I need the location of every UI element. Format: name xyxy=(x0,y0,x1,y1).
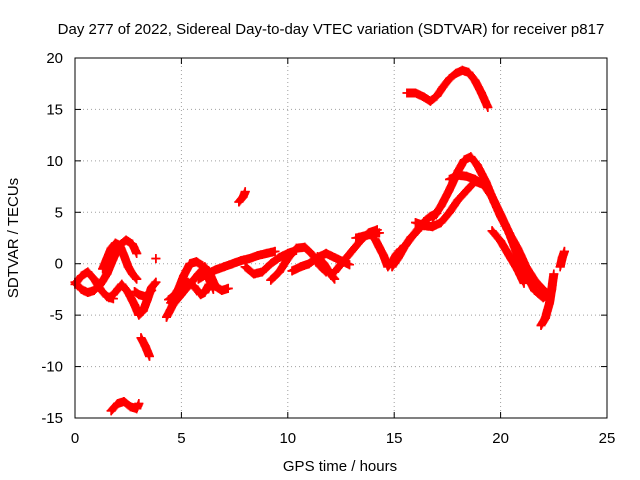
series-arc-y xyxy=(445,170,486,188)
x-tick-label: 25 xyxy=(599,430,616,447)
series-trace xyxy=(313,252,340,284)
series-trace xyxy=(234,187,250,207)
y-tick-label: -5 xyxy=(50,307,63,324)
series-arc-k xyxy=(164,277,214,305)
series-arc-ac xyxy=(402,65,493,112)
series-trace xyxy=(445,170,486,188)
data-points xyxy=(70,65,569,416)
series-trace xyxy=(536,269,559,330)
series-trace xyxy=(151,254,161,264)
y-tick-label: -15 xyxy=(41,410,63,427)
series-arc-m xyxy=(234,187,250,207)
y-tick-label: 20 xyxy=(46,50,63,67)
series-trace xyxy=(402,65,493,112)
series-trace xyxy=(351,228,384,243)
y-axis-label: SDTVAR / TECUs xyxy=(5,178,22,298)
x-tick-label: 10 xyxy=(279,430,296,447)
series-trace xyxy=(555,246,569,272)
series-arc-e xyxy=(130,285,157,302)
series-arc-ab xyxy=(555,246,569,272)
series-arc-g xyxy=(151,254,161,264)
series-arc-s xyxy=(351,228,384,243)
y-tick-label: -10 xyxy=(41,359,63,376)
y-tick-label: 15 xyxy=(46,101,63,118)
series-arc-c xyxy=(98,238,142,284)
series-arc-z xyxy=(487,226,529,288)
x-tick-label: 20 xyxy=(492,430,509,447)
series-arc-aa xyxy=(536,269,559,330)
series-trace xyxy=(487,226,529,288)
chart-title: Day 277 of 2022, Sidereal Day-to-day VTE… xyxy=(58,21,605,38)
x-tick-label: 5 xyxy=(177,430,185,447)
series-trace xyxy=(164,277,214,305)
axis-ticks: 0 5 10 15 20 25 -15 -10 -5 0 5 10 15 20 xyxy=(41,50,615,447)
series-trace xyxy=(130,286,157,302)
x-axis-label: GPS time / hours xyxy=(283,458,397,475)
series-arc-l xyxy=(193,246,280,284)
series-arc-f xyxy=(136,333,154,361)
series-trace xyxy=(136,333,154,361)
x-tick-label: 15 xyxy=(386,430,403,447)
series-arc-q xyxy=(313,252,340,284)
series-arc-h xyxy=(106,397,144,416)
series-trace xyxy=(106,397,144,416)
y-tick-label: 5 xyxy=(55,204,63,221)
series-trace xyxy=(98,238,142,284)
y-tick-label: 0 xyxy=(55,256,63,273)
plot-frame xyxy=(74,57,608,419)
x-tick-label: 0 xyxy=(71,430,79,447)
series-trace xyxy=(193,246,280,284)
y-tick-label: 10 xyxy=(46,153,63,170)
